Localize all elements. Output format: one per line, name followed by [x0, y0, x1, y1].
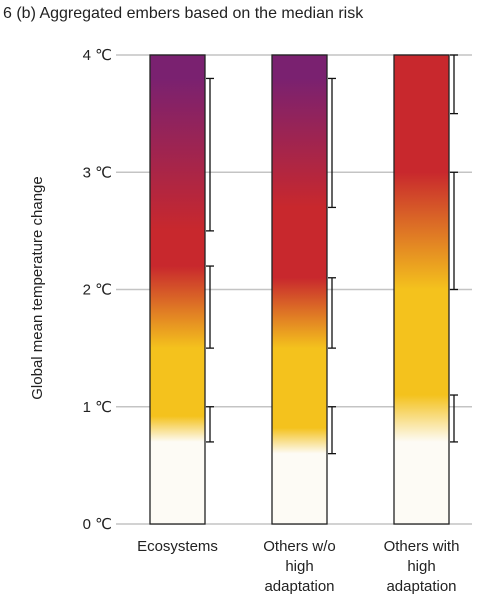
ember-bar [150, 55, 205, 524]
ember-bar-outline [271, 54, 328, 525]
category-label: adaptation [264, 578, 334, 595]
y-tick-label: 3 ℃ [83, 164, 112, 181]
confidence-range-bar [450, 394, 458, 443]
ember-bar [394, 55, 449, 524]
ember-bar [272, 55, 327, 524]
ember-bar-outline [149, 54, 206, 525]
chart-title: 6 (b) Aggregated embers based on the med… [3, 5, 364, 22]
y-tick-label: 4 ℃ [83, 47, 112, 64]
confidence-range-bar [328, 77, 336, 209]
confidence-range-bar [206, 265, 214, 349]
category-labels: Ecosystems Others w/o high adaptation Others… [137, 538, 459, 595]
confidence-range-bar [328, 406, 336, 455]
ember-bars [149, 54, 450, 525]
category-label: adaptation [386, 578, 456, 595]
y-tick-label: 0 ℃ [83, 516, 112, 533]
confidence-range-bar [450, 54, 458, 115]
confidence-range-bar [206, 77, 214, 232]
y-tick-label: 2 ℃ [83, 282, 112, 299]
category-label: Ecosystems [137, 538, 218, 555]
ember-bar-outline [393, 54, 450, 525]
y-axis-label: Global mean temperature change [29, 176, 46, 399]
category-label: Others w/o [263, 538, 336, 555]
y-tick-labels: 0 ℃ 1 ℃ 2 ℃ 3 ℃ 4 ℃ [83, 47, 112, 533]
y-tick-label: 1 ℃ [83, 399, 112, 416]
category-label: high [407, 558, 435, 575]
confidence-range-bar [206, 406, 214, 443]
category-label: high [285, 558, 313, 575]
confidence-ranges [206, 54, 458, 455]
confidence-range-bar [328, 277, 336, 349]
category-label: Others with [384, 538, 460, 555]
confidence-range-bar [450, 171, 458, 291]
